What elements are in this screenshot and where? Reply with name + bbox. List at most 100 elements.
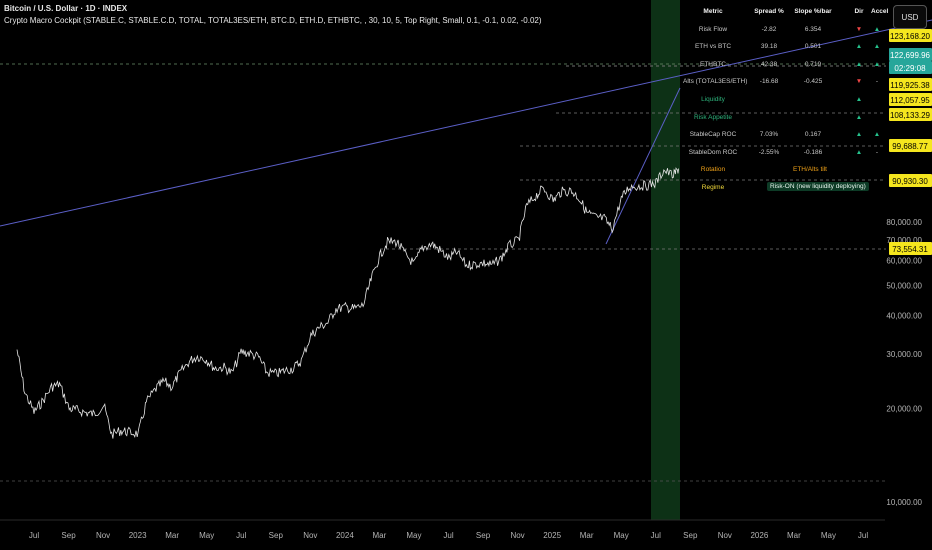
price-label-text: 119,925.38 bbox=[890, 81, 930, 90]
price-tick-label: 10,000.00 bbox=[886, 498, 922, 507]
price-tick-label: 40,000.00 bbox=[886, 311, 922, 320]
price-label-bg bbox=[889, 242, 932, 255]
rotation-label: Rotation bbox=[700, 166, 726, 174]
metric-slope: 6.354 bbox=[804, 25, 822, 33]
time-tick-label: Nov bbox=[303, 531, 317, 540]
metric-accel: - bbox=[875, 78, 879, 86]
metric-slope: -0.186 bbox=[803, 148, 823, 156]
metrics-header-accel: Accel bbox=[871, 8, 889, 15]
metric-accel: ▲ bbox=[873, 43, 881, 51]
last-price-label: 02:29:08 bbox=[889, 61, 932, 74]
time-tick-label: Sep bbox=[476, 531, 491, 540]
time-tick-label: 2023 bbox=[129, 531, 147, 540]
metric-name: Risk Flow bbox=[698, 25, 728, 33]
time-tick-label: Nov bbox=[96, 531, 110, 540]
metrics-header-row: Metric Spread % Slope %/bar Dir Accel bbox=[683, 8, 889, 26]
metric-dir: ▼ bbox=[855, 25, 863, 33]
regime-label: Regime bbox=[701, 183, 725, 191]
metric-slope: 0.167 bbox=[804, 131, 822, 139]
highlight-band bbox=[651, 0, 680, 520]
time-tick-label: 2024 bbox=[336, 531, 354, 540]
time-tick-label: Mar bbox=[580, 531, 594, 540]
price-label-bg bbox=[889, 93, 932, 106]
metric-dir: ▲ bbox=[855, 95, 863, 103]
metric-name: Liquidity bbox=[701, 95, 725, 103]
horizontal-levels bbox=[0, 63, 886, 482]
metric-accel: ▲ bbox=[873, 131, 881, 139]
price-tick-label: 70,000.00 bbox=[886, 236, 922, 245]
price-label-text: 90,930.30 bbox=[892, 177, 928, 186]
rotation-row: Rotation ETH/Alts tilt bbox=[683, 166, 887, 184]
price-label-bg bbox=[889, 139, 932, 152]
metric-name: Alts (TOTAL3ES/ETH) bbox=[683, 78, 748, 86]
time-tick-label: Jul bbox=[29, 531, 39, 540]
time-tick-label: Mar bbox=[165, 531, 179, 540]
price-level-label: 119,925.38 bbox=[889, 78, 932, 91]
metric-accel: ▲ bbox=[873, 25, 881, 33]
price-label-text: 99,688.77 bbox=[892, 142, 928, 151]
price-label-bg bbox=[889, 61, 932, 74]
time-tick-label: Jul bbox=[443, 531, 453, 540]
metric-dir: ▲ bbox=[855, 148, 863, 156]
time-tick-label: Nov bbox=[510, 531, 524, 540]
price-level-label: 112,057.95 bbox=[889, 93, 932, 106]
metrics-row: ETH vs BTC 39.18 0.501 ▲ ▲ bbox=[683, 43, 887, 61]
metric-name: Risk Appetite bbox=[694, 113, 732, 121]
metrics-row: Liquidity ▲ bbox=[683, 96, 887, 114]
metrics-header-dir: Dir bbox=[854, 8, 864, 15]
metric-spread: 42.38 bbox=[760, 60, 778, 68]
metric-accel: - bbox=[875, 148, 879, 156]
price-label-text: 108,133.29 bbox=[890, 111, 931, 120]
metric-dir: ▼ bbox=[855, 78, 863, 86]
metrics-row: Risk Flow -2.82 6.354 ▼ ▲ bbox=[683, 26, 887, 44]
time-tick-label: Mar bbox=[373, 531, 387, 540]
time-tick-label: May bbox=[199, 531, 214, 540]
time-tick-label: 2026 bbox=[750, 531, 768, 540]
regime-row: Regime Risk-ON (new liquidity deploying) bbox=[683, 181, 887, 202]
price-axis: 80,000.00 70,000.00 60,000.00 50,000.00 40,0… bbox=[886, 218, 922, 507]
price-tick-label: 20,000.00 bbox=[886, 405, 922, 414]
metric-dir: ▲ bbox=[855, 131, 863, 139]
metric-dir: ▲ bbox=[855, 113, 863, 121]
metric-accel: ▲ bbox=[873, 60, 881, 68]
metric-spread: -2.82 bbox=[761, 25, 777, 33]
time-tick-label: May bbox=[614, 531, 629, 540]
time-axis: Jul Sep Nov 2023 Mar May Jul Sep Nov 2024 Mar May Ju… bbox=[29, 531, 868, 540]
price-tick-label: 50,000.00 bbox=[886, 281, 922, 290]
price-label-bg bbox=[889, 108, 932, 121]
time-tick-label: Sep bbox=[61, 531, 76, 540]
time-tick-label: Mar bbox=[787, 531, 801, 540]
metrics-row: StableDom ROC -2.55% -0.186 ▲ - bbox=[683, 149, 887, 167]
currency-button[interactable]: USD bbox=[893, 5, 927, 29]
metric-slope: 0.501 bbox=[804, 43, 822, 51]
price-label-text: 123,168.20 bbox=[890, 32, 931, 41]
metric-slope: 0.719 bbox=[804, 60, 822, 68]
time-tick-label: May bbox=[406, 531, 421, 540]
metric-spread: -2.55% bbox=[758, 148, 780, 156]
metric-name: ETH vs BTC bbox=[694, 43, 732, 51]
time-tick-label: Nov bbox=[718, 531, 732, 540]
metric-dir: ▲ bbox=[855, 60, 863, 68]
price-label-bg bbox=[889, 174, 932, 187]
price-label-text: 73,554.31 bbox=[892, 245, 928, 254]
metrics-header-slope: Slope %/bar bbox=[794, 8, 832, 15]
time-tick-label: Sep bbox=[683, 531, 698, 540]
price-line bbox=[16, 167, 679, 439]
price-tick-label: 30,000.00 bbox=[886, 350, 922, 359]
metric-spread: -16.68 bbox=[759, 78, 779, 86]
price-label-bg bbox=[889, 78, 932, 91]
metrics-header-spread: Spread % bbox=[754, 8, 784, 15]
price-tick-label: 80,000.00 bbox=[886, 218, 922, 227]
metric-name: ETHBTC bbox=[700, 60, 726, 68]
metrics-table: Metric Spread % Slope %/bar Dir Accel Ri… bbox=[683, 8, 889, 202]
price-level-label: 99,688.77 bbox=[889, 139, 932, 152]
metric-spread: 7.03% bbox=[759, 131, 779, 139]
symbol-title: Bitcoin / U.S. Dollar · 1D · INDEX bbox=[4, 4, 128, 13]
price-level-label: 73,554.31 bbox=[889, 242, 932, 255]
support-trendline bbox=[605, 87, 681, 245]
price-level-label: 123,168.20 bbox=[889, 29, 932, 42]
metric-spread: 39.18 bbox=[760, 43, 778, 51]
indicator-legend[interactable]: Crypto Macro Cockpit (STABLE.C, STABLE.C… bbox=[4, 16, 542, 25]
time-tick-label: 2025 bbox=[543, 531, 561, 540]
